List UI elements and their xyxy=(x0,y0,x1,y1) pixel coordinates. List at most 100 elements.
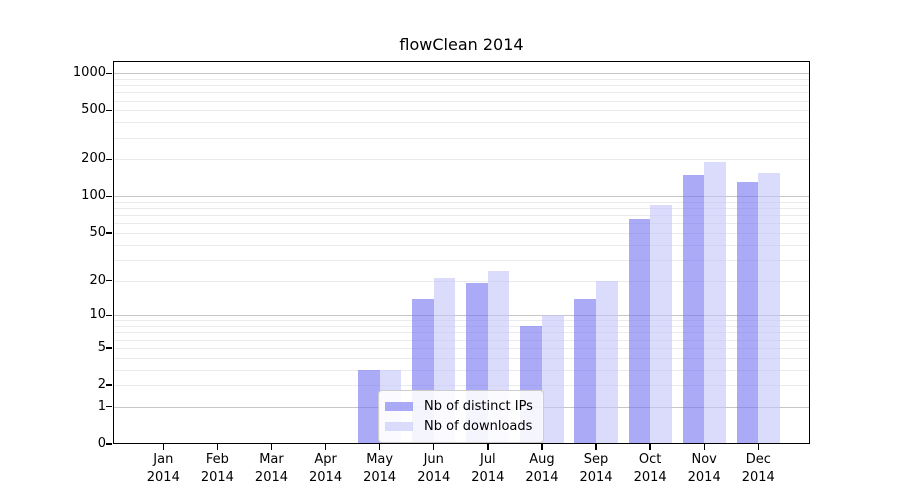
gridline-major xyxy=(113,315,810,317)
bar-downloads-nov xyxy=(704,162,726,444)
gridline-minor xyxy=(113,280,810,282)
legend-label-distinct-ips: Nb of distinct IPs xyxy=(424,398,533,414)
y-tick xyxy=(106,158,112,161)
gridline-minor xyxy=(113,320,810,322)
bar-ips-sep xyxy=(574,298,596,444)
x-tick-label: Oct 2014 xyxy=(618,451,682,487)
x-tick xyxy=(216,444,219,450)
gridline-minor xyxy=(113,259,810,261)
x-tick xyxy=(162,444,164,450)
gridline-minor xyxy=(113,339,810,341)
gridline-minor xyxy=(113,244,810,246)
bar-ips-dec xyxy=(736,182,759,444)
gridline-major xyxy=(113,196,810,198)
x-tick-label: Mar 2014 xyxy=(239,451,303,487)
y-tick-label: 0 xyxy=(97,436,106,451)
x-tick-label: Nov 2014 xyxy=(672,451,736,487)
bar-ips-may xyxy=(358,369,380,444)
x-tick xyxy=(757,444,759,450)
x-tick-label: Feb 2014 xyxy=(185,451,249,487)
gridline-minor xyxy=(113,347,810,349)
y-tick xyxy=(106,347,112,349)
y-tick xyxy=(106,195,112,198)
x-tick-label: Dec 2014 xyxy=(726,451,790,487)
x-tick-label: Jan 2014 xyxy=(131,451,195,487)
x-tick-year: 2014 xyxy=(633,470,667,485)
bar-downloads-oct xyxy=(650,204,672,444)
x-tick-month: Oct xyxy=(638,452,662,467)
gridline-minor xyxy=(113,332,810,334)
x-tick-month: Jun xyxy=(423,452,444,467)
x-tick xyxy=(324,444,327,450)
x-tick xyxy=(270,444,273,450)
x-tick-month: Nov xyxy=(691,452,717,467)
gridline-minor xyxy=(113,122,810,124)
gridline-minor xyxy=(113,326,810,328)
gridline-minor xyxy=(113,208,810,210)
legend-swatch-distinct-ips xyxy=(385,401,413,411)
legend-label-downloads: Nb of downloads xyxy=(424,418,533,434)
y-tick-label: 200 xyxy=(81,151,106,167)
x-tick-year: 2014 xyxy=(687,470,721,485)
gridline-minor xyxy=(113,78,810,80)
plot-area: Nb of distinct IPs Nb of downloads xyxy=(113,61,810,444)
legend: Nb of distinct IPs Nb of downloads xyxy=(378,390,544,443)
x-tick xyxy=(487,444,489,450)
x-tick xyxy=(595,444,597,450)
x-tick-label: Aug 2014 xyxy=(510,451,574,487)
x-tick xyxy=(703,444,705,450)
x-tick-year: 2014 xyxy=(146,470,180,485)
gridline-minor xyxy=(113,385,810,387)
gridline-minor xyxy=(113,357,810,359)
x-tick-label: Sep 2014 xyxy=(564,451,628,487)
x-tick-month: Jan xyxy=(153,452,174,467)
gridline-minor xyxy=(113,110,810,112)
x-tick-month: Feb xyxy=(205,452,229,467)
gridline-minor xyxy=(113,92,810,94)
gridline-major xyxy=(113,73,810,75)
y-tick-label: 50 xyxy=(89,225,106,241)
gridline-minor xyxy=(113,233,810,235)
x-tick-year: 2014 xyxy=(309,470,343,485)
gridline-minor xyxy=(113,369,810,371)
x-tick-month: Apr xyxy=(314,452,337,467)
legend-item: Nb of downloads xyxy=(385,416,533,436)
x-tick-year: 2014 xyxy=(471,470,505,485)
x-tick-year: 2014 xyxy=(200,470,234,485)
y-tick xyxy=(106,72,112,74)
y-tick-label: 100 xyxy=(81,188,106,204)
gridline-minor xyxy=(113,215,810,217)
x-tick-month: Sep xyxy=(583,452,609,467)
y-tick-label: 10 xyxy=(89,307,106,323)
bar-downloads-aug xyxy=(541,315,564,444)
legend-item: Nb of distinct IPs xyxy=(385,396,533,416)
x-tick-year: 2014 xyxy=(741,470,775,485)
y-tick xyxy=(106,232,112,234)
bar-downloads-dec xyxy=(758,173,780,444)
chart-title: flowClean 2014 xyxy=(399,35,524,54)
y-tick-label: 2 xyxy=(97,377,106,393)
gridline-minor xyxy=(113,100,810,102)
y-tick-label: 1 xyxy=(97,398,106,414)
x-tick-label: Jun 2014 xyxy=(402,451,466,487)
x-tick-year: 2014 xyxy=(579,470,613,485)
gridline-minor xyxy=(113,201,810,203)
x-tick-month: Aug xyxy=(529,452,555,467)
bar-ips-nov xyxy=(682,174,705,444)
x-tick-label: Apr 2014 xyxy=(294,451,358,487)
y-tick xyxy=(106,384,112,386)
x-tick xyxy=(378,444,381,450)
x-tick-month: Mar xyxy=(259,452,284,467)
legend-swatch-downloads xyxy=(385,421,413,431)
gridline-minor xyxy=(113,223,810,225)
x-tick-label: May 2014 xyxy=(348,451,412,487)
x-tick-year: 2014 xyxy=(363,470,397,485)
gridline-minor xyxy=(113,159,810,161)
x-tick-year: 2014 xyxy=(525,470,559,485)
gridline-minor xyxy=(113,85,810,87)
bar-downloads-sep xyxy=(596,280,618,444)
y-tick xyxy=(106,279,112,282)
y-tick-label: 5 xyxy=(97,339,106,355)
y-tick xyxy=(106,314,112,317)
